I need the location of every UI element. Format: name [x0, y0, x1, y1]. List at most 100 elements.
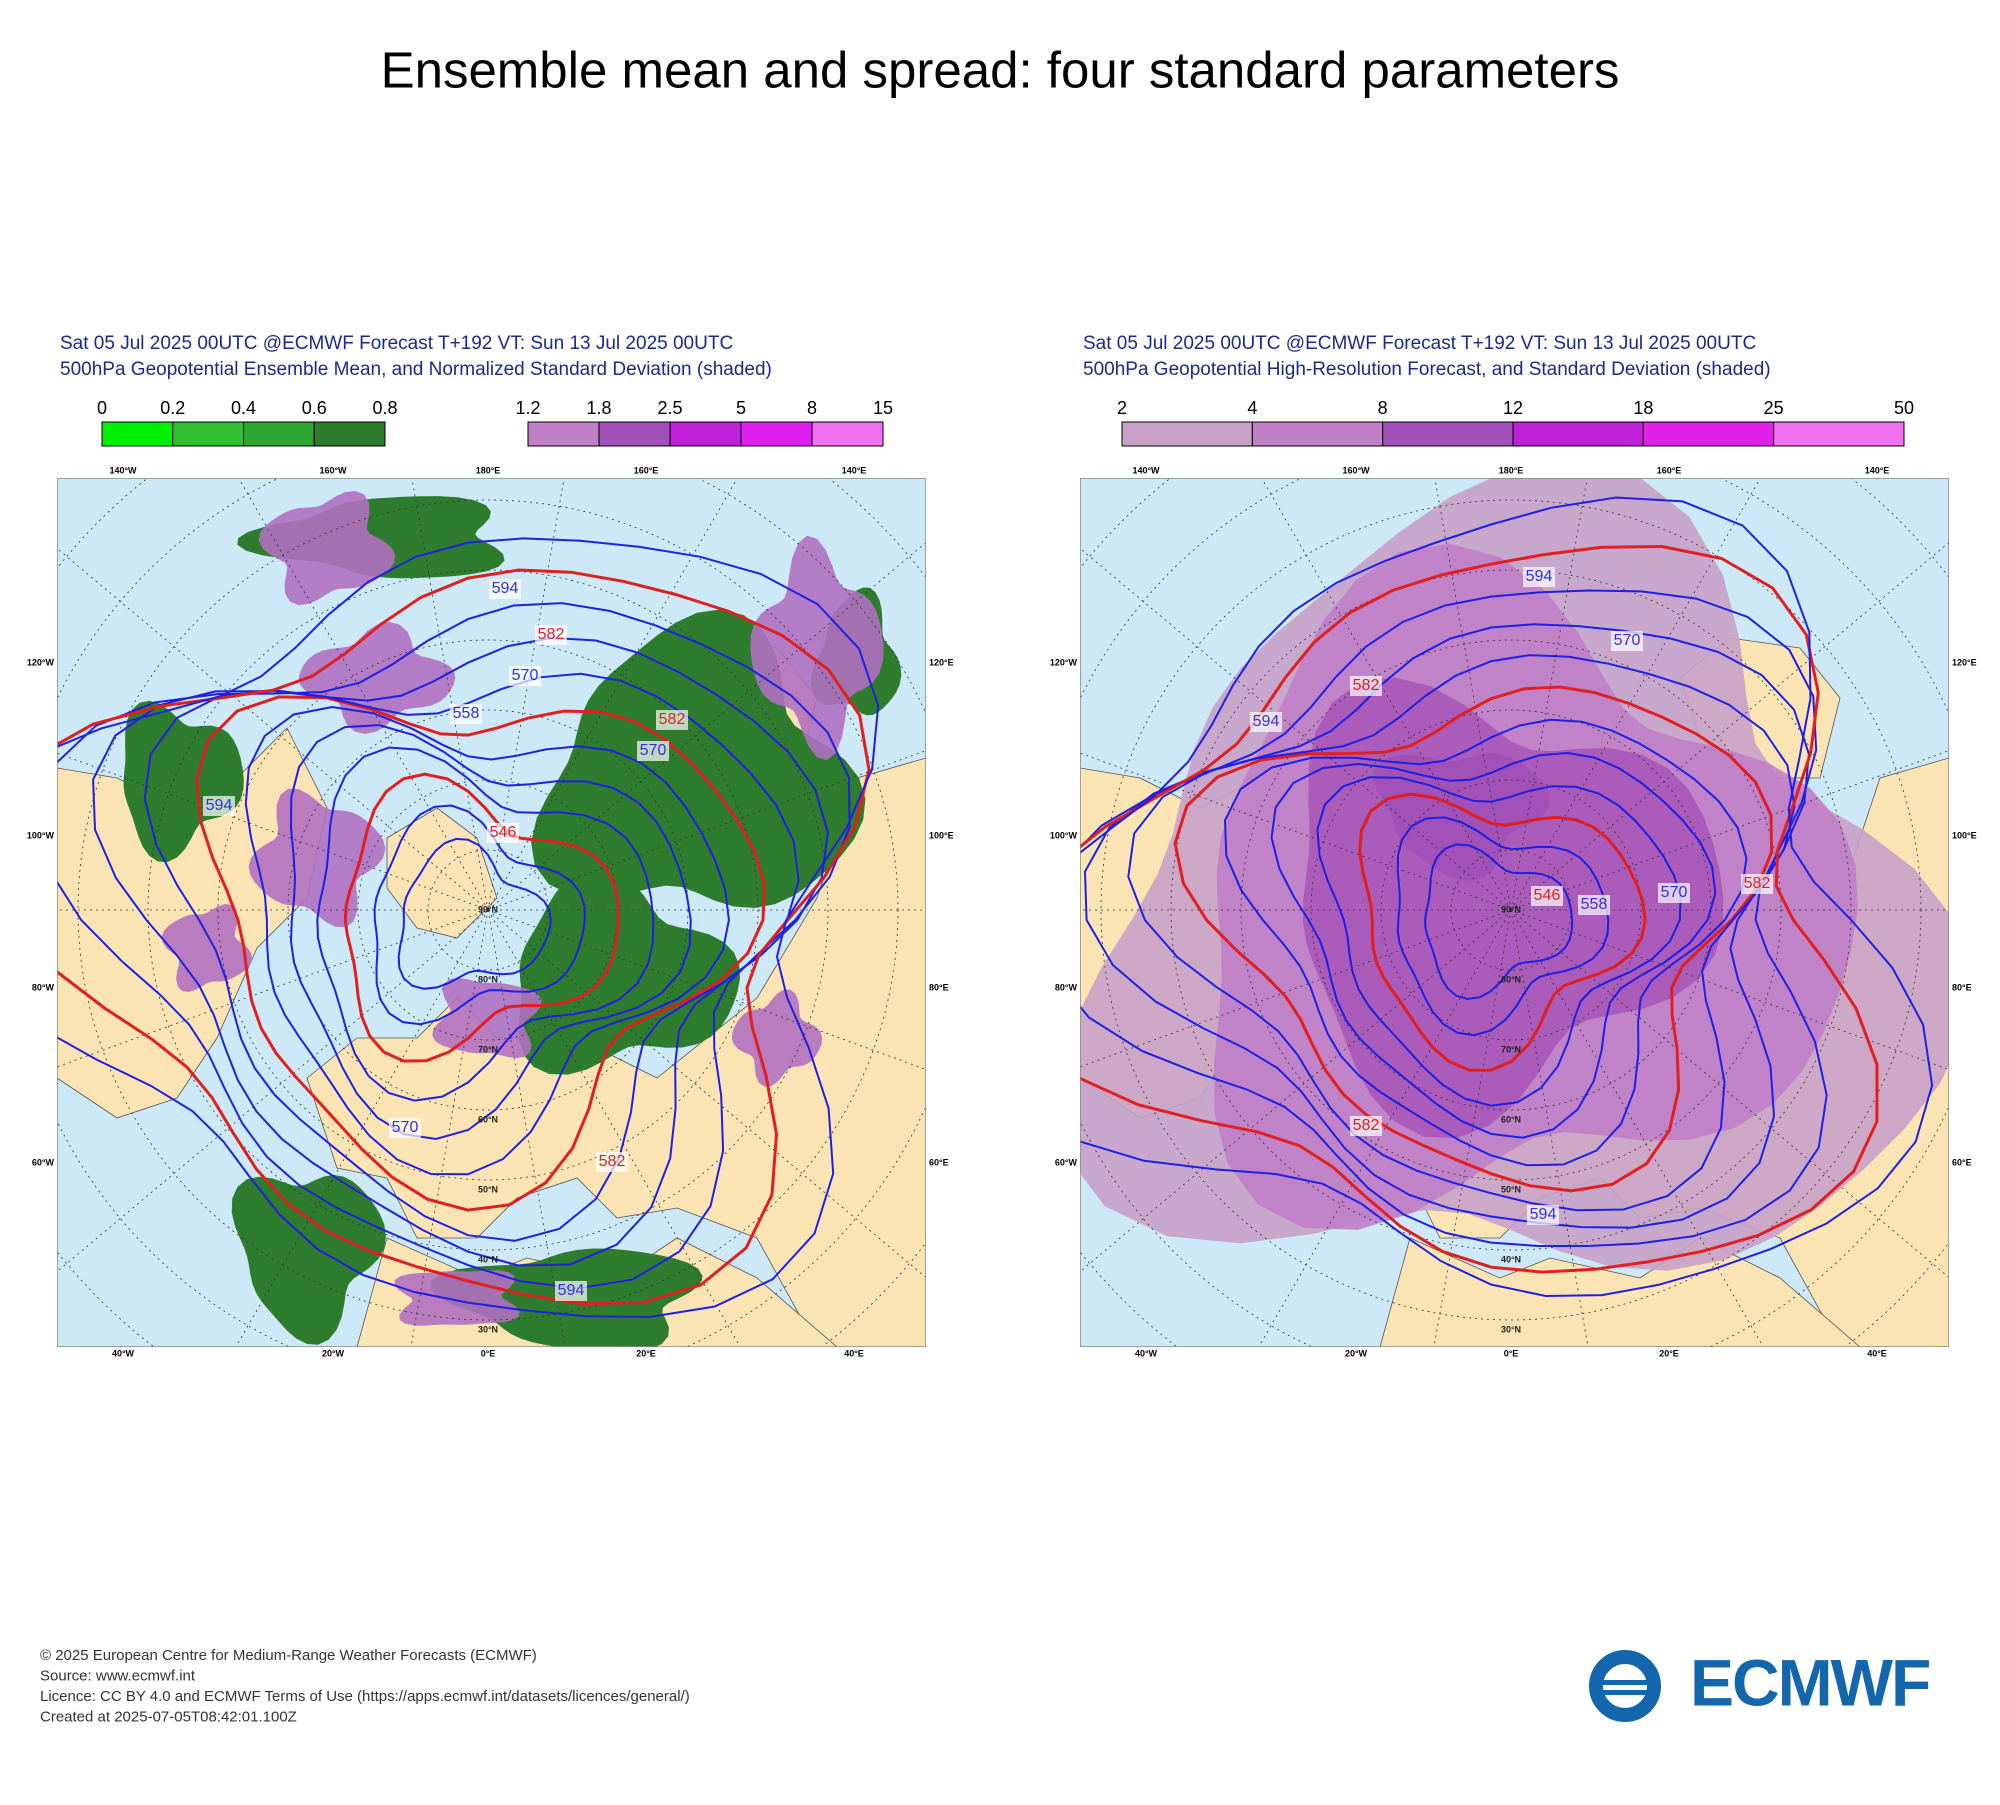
contour-label-bg [656, 710, 688, 730]
lon-label: 0°E [481, 1348, 496, 1358]
contour-blue [57, 602, 851, 1290]
contour-label: 570 [512, 667, 539, 684]
contour-label: 570 [392, 1119, 419, 1136]
colorbar-bin [1121, 421, 1253, 447]
contour-blue [397, 837, 552, 990]
panel-header: Sat 05 Jul 2025 00UTC @ECMWF Forecast T+… [1083, 333, 1756, 354]
contour-label-bg [535, 625, 567, 645]
lat-label: 50°N [478, 1184, 498, 1194]
contour-blue [92, 636, 829, 1267]
logo-bar [1590, 1690, 1660, 1695]
colorbar-label: 4 [1247, 398, 1257, 418]
contour-label: 558 [1581, 896, 1608, 913]
colorbar-label: 8 [1378, 398, 1388, 418]
shading-purple [394, 1270, 520, 1326]
contour-label: 582 [538, 626, 565, 643]
contour-label-bg [1350, 1116, 1382, 1136]
lon-label: 100°E [929, 830, 954, 840]
colorbar-bin [669, 421, 742, 447]
colorbar-label: 50 [1894, 398, 1914, 418]
contour-label-bg [1527, 1205, 1559, 1225]
logo-bar [1590, 1680, 1660, 1685]
contour-blue [1316, 776, 1682, 1107]
lon-label: 80°E [1952, 982, 1972, 992]
contour-label: 582 [1353, 677, 1380, 694]
contour-red [1173, 685, 1774, 1193]
map: 594 570 582 594 546 558 570 582 582 594 90°N 80°N 70… [1050, 465, 1977, 1358]
contour-blue [316, 746, 655, 1102]
contour-label: 582 [599, 1153, 626, 1170]
contour-label-bg [1578, 895, 1610, 915]
meridian [487, 909, 741, 1347]
shading-purple [1374, 753, 1551, 881]
map-body: 594 582 570 558 546 570 582 594 570 582 594 90°N 80°… [57, 478, 926, 1404]
logo: ECMWF [1589, 1645, 1931, 1722]
lon-label: 20°W [1345, 1348, 1368, 1358]
meridian [1510, 909, 1764, 1347]
lon-label: 120°W [1050, 657, 1078, 667]
lon-label: 20°E [636, 1348, 656, 1358]
colorbar-label: 15 [873, 398, 893, 418]
contour-blue [1424, 843, 1574, 1001]
lat-label: 40°N [478, 1254, 498, 1264]
meridian [57, 752, 489, 911]
contour-label-bg [1523, 567, 1555, 587]
lon-label: 160°W [319, 465, 347, 475]
contour-label: 594 [558, 1282, 585, 1299]
contour-label: 594 [1530, 1206, 1557, 1223]
contour-label-bg [1611, 631, 1643, 651]
contour-label-bg [450, 704, 482, 724]
lon-label: 40°E [1867, 1348, 1887, 1358]
lat-label: 50°N [1501, 1184, 1521, 1194]
lon-label: 100°W [1050, 830, 1078, 840]
lon-label: 40°W [1135, 1348, 1158, 1358]
meridian [487, 909, 566, 1347]
shading-purple [161, 904, 253, 992]
contour-label: 594 [206, 797, 233, 814]
latitude-circle [1380, 779, 1642, 1041]
lat-label: 70°N [1501, 1044, 1521, 1054]
contour-label-bg [1531, 886, 1563, 906]
panel-header: 500hPa Geopotential High-Resolution Fore… [1083, 359, 1771, 380]
shading-green [518, 868, 740, 1075]
lon-label: 60°W [32, 1157, 55, 1167]
logo-text: ECMWF [1690, 1645, 1929, 1719]
meridian [487, 909, 926, 1070]
lat-label: 60°N [478, 1114, 498, 1124]
meridian [1510, 909, 1589, 1347]
footer-line: Created at 2025-07-05T08:42:01.100Z [40, 1708, 297, 1725]
contour-blue [289, 724, 692, 1141]
panel-header: 500hPa Geopotential Ensemble Mean, and N… [60, 359, 772, 380]
map-body: 594 570 582 594 546 558 570 582 582 594 90°N 80°N 70… [1080, 478, 1949, 1347]
colorbar-bin [811, 421, 884, 447]
shading-purple [248, 788, 386, 928]
contour-label: 570 [640, 742, 667, 759]
lon-label: 20°W [322, 1348, 345, 1358]
lon-label: 60°E [1952, 1157, 1972, 1167]
contour-label: 594 [1526, 568, 1553, 585]
contour-red [1358, 792, 1647, 1072]
contour-red [57, 568, 871, 1306]
contour-label: 582 [1353, 1117, 1380, 1134]
lon-label: 160°E [1657, 465, 1682, 475]
colorbar-label: 0.2 [160, 398, 185, 418]
lat-label: 80°N [1501, 974, 1521, 984]
contour-label: 570 [1614, 632, 1641, 649]
colorbar-bin [1642, 421, 1775, 447]
meridian [487, 478, 738, 911]
colorbar-bin [1773, 421, 1905, 447]
contour-label: 546 [490, 824, 517, 841]
contour-blue [1083, 623, 1810, 1229]
colorbar-bin [172, 421, 244, 447]
contour-label-bg [487, 823, 519, 843]
shading-purple [258, 490, 396, 606]
lon-label: 80°E [929, 982, 949, 992]
colorbar-label: 8 [807, 398, 817, 418]
colorbar-bin [101, 421, 174, 447]
lat-label: 20°N [478, 1394, 498, 1404]
colorbar-label: 2.5 [657, 398, 682, 418]
contour-label: 594 [1253, 713, 1280, 730]
lon-label: 0°E [1504, 1348, 1519, 1358]
lat-label: 30°N [478, 1324, 498, 1334]
shading-green [123, 700, 244, 863]
